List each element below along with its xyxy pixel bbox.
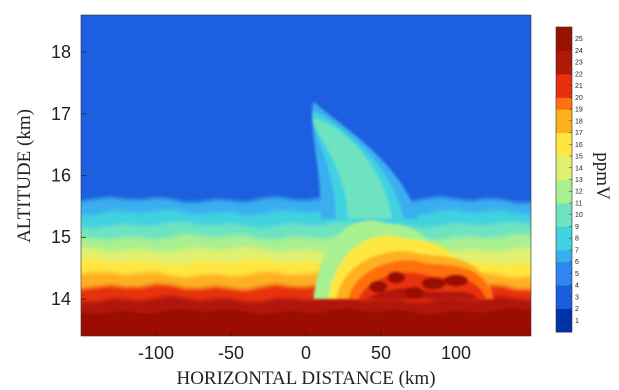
colorbar-tick-label: 14 [575,165,583,172]
colorbar-swatch [556,109,572,122]
plume-peak [421,277,446,290]
x-tick-label: 0 [301,343,311,363]
colorbar-tick-label: 8 [575,236,579,243]
colorbar-swatch [556,226,572,239]
colorbar [555,26,573,333]
colorbar-swatch [556,214,572,227]
colorbar-tick-label: 13 [575,177,583,184]
colorbar-swatch [556,261,572,274]
y-tick-label: 17 [51,104,71,124]
colorbar-swatch [556,27,572,40]
layer-band [81,308,531,336]
colorbar-tick-label: 18 [575,118,583,125]
y-tick-label: 15 [51,227,71,247]
colorbar-tick-label: 5 [575,271,579,278]
colorbar-tick-label: 4 [575,283,579,290]
colorbar-swatch [556,273,572,286]
colorbar-tick-label: 25 [575,36,583,43]
colorbar-swatch [556,238,572,251]
colorbar-swatch [556,202,572,216]
colorbar-tick-label: 20 [575,95,583,102]
x-tick-label: -50 [218,343,244,363]
colorbar-swatch [556,249,572,263]
colorbar-tick-label: 11 [575,200,582,207]
colorbar-swatch [556,38,572,51]
colorbar-tick-label: 23 [575,60,583,67]
colorbar-swatch [556,97,572,110]
plume-peak [444,274,468,287]
colorbar-tick-label: 17 [575,130,583,137]
plume-peak [369,280,387,293]
colorbar-swatch [556,50,572,63]
colorbar-swatch [556,156,572,169]
y-axis-label: ALTITUDE (km) [14,109,35,243]
colorbar-swatch [556,167,572,180]
colorbar-tick-label: 15 [575,154,583,161]
plume-peak [405,286,423,299]
colorbar-tick-label: 21 [575,83,583,90]
colorbar-swatch [556,144,572,157]
colorbar-swatch [556,85,572,98]
plume [311,101,494,299]
colorbar-tick-label: 19 [575,107,583,114]
x-tick-label: 100 [441,343,471,363]
colorbar-tick-label: 16 [575,142,583,149]
colorbar-swatch [556,120,572,134]
colorbar-tick-label: 9 [575,224,579,231]
colorbar-tick-label: 22 [575,71,583,78]
y-axis-ticks: 14 15 16 17 18 [51,42,86,309]
colorbar-swatch [556,296,572,310]
plume-tower [312,118,392,219]
colorbar-swatch [556,132,572,145]
plume-peak [387,271,405,284]
colorbar-tick-label: 1 [575,318,579,325]
colorbar-swatch [556,179,572,192]
x-axis-label: HORIZONTAL DISTANCE (km) [176,368,435,389]
colorbar-tick-label: 7 [575,247,579,254]
colorbar-ticks: 1234567891011121314151617181920212223242… [569,36,583,325]
colorbar-tick-label: 24 [575,48,583,55]
plot-area [81,15,531,336]
colorbar-tick-label: 12 [575,189,583,196]
colorbar-swatch [556,285,572,298]
colorbar-swatch [556,62,572,75]
colorbar-tick-label: 3 [575,294,579,301]
colorbar-tick-label: 6 [575,259,579,266]
x-tick-label: -100 [138,343,174,363]
colorbar-swatch [556,320,572,333]
colorbar-tick-label: 2 [575,306,579,313]
x-tick-label: 50 [371,343,391,363]
colorbar-swatch [556,191,572,204]
colorbar-swatch [556,308,572,321]
colorbar-tick-label: 10 [575,212,583,219]
colorbar-label: ppmV [592,152,613,200]
x-axis-ticks: -100 -50 0 50 100 [138,331,471,363]
y-tick-label: 16 [51,166,71,186]
colorbar-swatch [556,73,572,87]
y-tick-label: 18 [51,42,71,62]
y-tick-label: 14 [51,289,71,309]
